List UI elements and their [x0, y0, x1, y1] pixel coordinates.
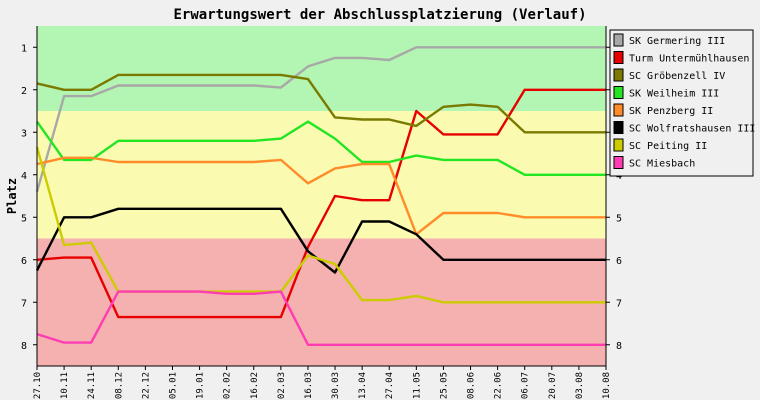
x-tick-label: 20.07 — [548, 372, 558, 399]
x-tick-label: 02.02 — [223, 372, 233, 399]
legend-label: Turm Untermühlhausen — [629, 54, 749, 65]
x-tick-label: 08.12 — [114, 372, 124, 399]
x-tick-label: 24.11 — [87, 372, 97, 399]
y-tick-label-left: 3 — [21, 128, 27, 139]
legend-label: SK Germering III — [629, 36, 725, 47]
legend-box — [609, 29, 754, 177]
x-tick-label: 16.02 — [250, 372, 260, 399]
legend-swatch — [613, 68, 624, 82]
legend-swatch — [613, 138, 624, 152]
series-line-8 — [36, 290, 606, 346]
chart-title: Erwartungswert der Abschlussplatzierung … — [173, 7, 586, 23]
y-tick-label-left: 4 — [21, 171, 27, 182]
legend-swatch — [613, 121, 624, 134]
series-line-3 — [36, 73, 606, 134]
x-tick-label: 08.06 — [467, 372, 477, 399]
legend-label: SK Penzberg II — [629, 106, 713, 117]
series-line-4 — [36, 120, 606, 177]
y-tick-label-right: 8 — [616, 341, 622, 352]
legend-label: SC Wolfratshausen III — [629, 124, 755, 135]
series-line-2 — [36, 88, 606, 319]
legend-swatch — [613, 51, 624, 64]
x-tick-label: 11.05 — [412, 372, 422, 399]
x-tick-label: 19.01 — [196, 372, 206, 399]
legend-swatch — [613, 103, 624, 117]
x-tick-label: 22.12 — [141, 372, 151, 399]
legend-label: SC Peiting II — [629, 141, 707, 152]
y-tick-label-right: 5 — [616, 213, 622, 224]
legend-swatch — [613, 33, 624, 47]
x-tick-label: 10.08 — [602, 372, 612, 399]
x-tick-label: 05.01 — [168, 372, 178, 399]
y-tick-label-left: 5 — [21, 213, 27, 224]
x-tick-label: 30.03 — [331, 372, 341, 399]
x-tick-label: 25.05 — [439, 372, 449, 399]
legend-label: SK Weilheim III — [629, 89, 719, 100]
y-tick-label-left: 2 — [21, 86, 27, 97]
x-tick-label: 03.08 — [575, 372, 585, 399]
y-tick-label-right: 6 — [616, 256, 622, 267]
legend-label: SC Gröbenzell IV — [629, 71, 725, 82]
x-tick-label: 02.03 — [277, 372, 287, 399]
x-tick-label: 06.07 — [521, 372, 531, 399]
series-line-6 — [35, 207, 606, 274]
series-line-1 — [35, 46, 606, 193]
y-tick-label-left: 7 — [21, 298, 27, 309]
y-tick-label-left: 8 — [21, 341, 27, 352]
series-line-5 — [36, 156, 606, 236]
x-tick-label: 27.04 — [385, 372, 395, 399]
y-axis-label: Platz — [5, 178, 19, 214]
y-tick-label-left: 1 — [21, 43, 27, 54]
y-tick-label-left: 6 — [21, 256, 27, 267]
y-tick-label-right: 7 — [616, 298, 622, 309]
x-tick-label: 27.10 — [33, 372, 43, 399]
legend-label: SC Miesbach — [629, 159, 695, 170]
x-tick-label: 16.03 — [304, 372, 314, 399]
legend-swatch — [613, 156, 624, 169]
x-tick-label: 22.06 — [494, 372, 504, 399]
x-tick-label: 13.04 — [358, 372, 368, 399]
legend-swatch — [613, 86, 624, 99]
x-tick-label: 10.11 — [60, 372, 70, 399]
